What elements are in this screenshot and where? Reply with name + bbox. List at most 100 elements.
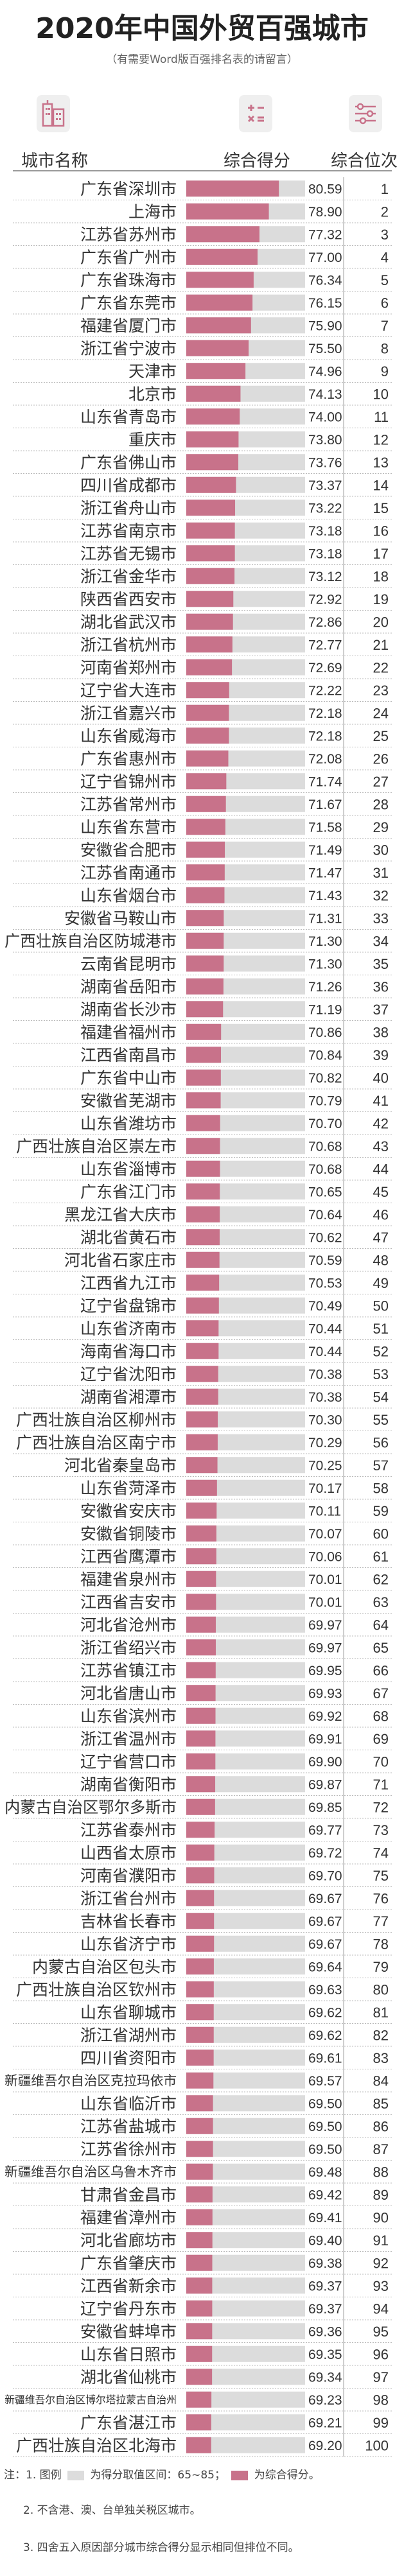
- score-bar: [186, 864, 225, 881]
- city-label: 辽宁省丹东市: [80, 2299, 177, 2318]
- city-label: 湖南省湘潭市: [80, 1388, 177, 1406]
- city-label: 甘肃省金昌市: [80, 2186, 177, 2204]
- city-label: 河北省廊坊市: [80, 2231, 177, 2250]
- rank-label: 30: [373, 842, 389, 858]
- score-label: 69.48: [308, 2165, 342, 2180]
- rank-label: 100: [365, 2437, 389, 2453]
- rank-label: 26: [373, 751, 389, 767]
- score-label: 69.67: [308, 1914, 342, 1929]
- city-label: 山东省日照市: [80, 2345, 177, 2363]
- score-bar: [186, 887, 225, 903]
- rank-label: 8: [381, 340, 389, 356]
- city-label: 湖北省武汉市: [80, 613, 177, 631]
- score-label: 70.07: [308, 1527, 342, 1542]
- city-label: 广西壮族自治区柳州市: [16, 1411, 177, 1429]
- score-bar: [186, 476, 236, 493]
- score-label: 69.50: [308, 2119, 342, 2134]
- city-label: 广西壮族自治区北海市: [16, 2436, 177, 2455]
- rank-label: 24: [373, 705, 389, 721]
- score-bar: [186, 1594, 216, 1610]
- city-label: 广西壮族自治区崇左市: [16, 1137, 177, 1156]
- city-label: 江西省鹰潭市: [80, 1547, 177, 1566]
- score-label: 69.50: [308, 2096, 342, 2111]
- score-label: 77.32: [308, 227, 342, 242]
- score-bar: [186, 2323, 213, 2340]
- score-bar: [186, 1275, 220, 1291]
- rank-label: 5: [381, 272, 389, 288]
- score-bar: [186, 636, 233, 653]
- score-bar: [186, 1525, 216, 1542]
- score-label: 70.01: [308, 1595, 342, 1610]
- score-bar: [186, 1662, 216, 1678]
- score-label: 69.34: [308, 2370, 342, 2385]
- score-label: 73.37: [308, 478, 342, 493]
- city-label: 安徽省马鞍山市: [64, 909, 177, 928]
- city-label: 内蒙古自治区鄂尔多斯市: [4, 1798, 177, 1816]
- city-label: 新疆维吾尔自治区博尔塔拉蒙古自治州: [4, 2394, 177, 2406]
- score-bar: [186, 2163, 213, 2180]
- city-label: 河北省石家庄市: [64, 1251, 177, 1269]
- score-label: 74.96: [308, 364, 342, 379]
- score-bar: [186, 2414, 211, 2431]
- city-label: 山东省威海市: [80, 727, 177, 745]
- score-bar: [186, 1206, 220, 1223]
- rank-label: 22: [373, 659, 389, 675]
- rank-label: 70: [373, 1754, 389, 1770]
- rank-label: 3: [381, 227, 389, 243]
- city-label: 湖南省长沙市: [80, 1000, 177, 1019]
- city-label: 山东省烟台市: [80, 886, 177, 905]
- score-bar: [186, 773, 227, 790]
- rank-label: 74: [373, 1845, 389, 1861]
- score-label: 70.53: [308, 1276, 342, 1291]
- rank-label: 37: [373, 1002, 389, 1018]
- score-label: 69.64: [308, 1960, 342, 1974]
- city-label: 山东省潍坊市: [80, 1114, 177, 1133]
- score-bar: [186, 1639, 216, 1656]
- score-label: 75.90: [308, 318, 342, 333]
- city-label: 山东省济南市: [80, 1319, 177, 1338]
- city-label: 广东省惠州市: [80, 749, 177, 768]
- rank-label: 36: [373, 979, 389, 995]
- score-label: 69.63: [308, 1983, 342, 1997]
- city-label: 重庆市: [128, 430, 177, 449]
- rank-label: 72: [373, 1799, 389, 1815]
- score-label: 74.13: [308, 387, 342, 402]
- city-label: 江苏省泰州市: [80, 1821, 177, 1840]
- city-label: 浙江省嘉兴市: [80, 704, 177, 722]
- rank-label: 51: [373, 1321, 389, 1337]
- rank-label: 79: [373, 1959, 389, 1975]
- rank-label: 25: [373, 728, 389, 744]
- city-label: 黑龙江省大庆市: [64, 1205, 177, 1224]
- score-label: 70.79: [308, 1093, 342, 1108]
- header-divider: [13, 170, 392, 171]
- score-label: 69.92: [308, 1709, 342, 1724]
- city-label: 内蒙古自治区包头市: [32, 1958, 177, 1976]
- city-label: 广东省深圳市: [80, 180, 177, 198]
- chart-title: 2020年中国外贸百强城市: [35, 12, 369, 45]
- score-bar: [186, 1023, 222, 1040]
- rank-label: 13: [373, 455, 389, 471]
- city-label: 浙江省湖州市: [80, 2026, 177, 2044]
- buildings-icon: [37, 95, 70, 132]
- rank-label: 17: [373, 546, 389, 562]
- rank-label: 87: [373, 2141, 389, 2157]
- calculator-icon: [239, 95, 272, 132]
- rank-label: 20: [373, 614, 389, 630]
- score-bar: [186, 272, 254, 288]
- rank-label: 88: [373, 2164, 389, 2180]
- score-label: 69.67: [308, 1892, 342, 1906]
- score-bar: [186, 180, 279, 197]
- rank-label: 59: [373, 1503, 389, 1519]
- rank-label: 99: [373, 2415, 389, 2431]
- city-label: 广东省珠海市: [80, 271, 177, 290]
- rank-label: 18: [373, 568, 389, 584]
- score-label: 72.92: [308, 592, 342, 607]
- city-label: 福建省厦门市: [80, 317, 177, 335]
- score-bar: [186, 750, 229, 767]
- score-label: 69.72: [308, 1846, 342, 1861]
- score-bar: [186, 2095, 213, 2112]
- score-bar: [186, 841, 225, 858]
- city-label: 福建省福州市: [80, 1023, 177, 1041]
- city-label: 湖南省衡阳市: [80, 1775, 177, 1794]
- score-label: 78.90: [308, 205, 342, 220]
